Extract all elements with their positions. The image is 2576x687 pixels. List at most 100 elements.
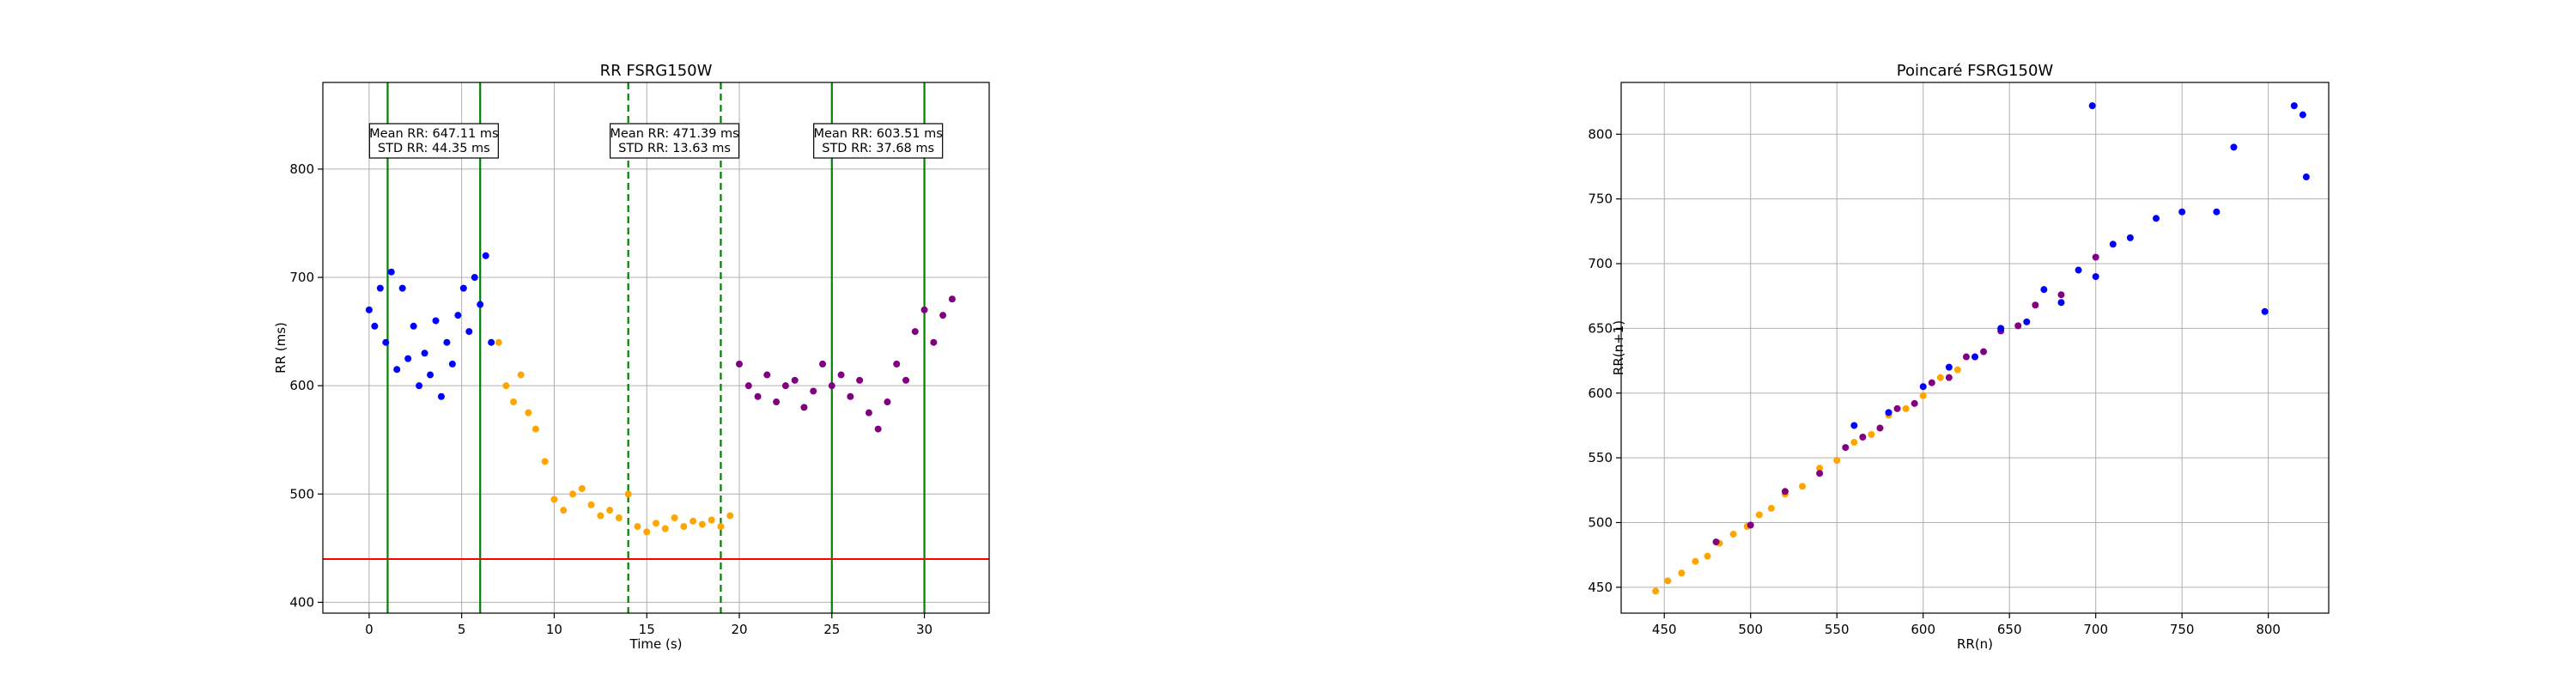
poincare-point <box>1712 538 1720 546</box>
rr-point <box>690 517 697 525</box>
rr-point <box>495 338 502 346</box>
rr-y-tick-label: 600 <box>289 378 314 393</box>
rr-point <box>939 312 947 319</box>
rr-point <box>421 350 428 357</box>
rr-annotation-std: STD RR: 44.35 ms <box>378 142 490 155</box>
rr-point <box>856 376 864 384</box>
poincare-y-axis-label: RR(n+1) <box>1611 320 1626 375</box>
rr-point <box>819 360 826 368</box>
rr-point <box>502 382 510 390</box>
poincare-point <box>2213 208 2221 216</box>
poincare-point <box>1962 353 1970 361</box>
poincare-x-tick-label: 700 <box>2083 622 2108 637</box>
poincare-point <box>1928 379 1935 386</box>
poincare-x-tick-label: 450 <box>1652 622 1677 637</box>
rr-y-ticks: 400 500 600 700 800 <box>289 161 323 610</box>
poincare-point <box>2057 299 2065 307</box>
poincare-point <box>1692 557 1699 565</box>
rr-y-tick-label: 400 <box>289 594 314 610</box>
poincare-point <box>1833 457 1841 465</box>
poincare-x-ticks: 450 500 550 600 650 700 750 800 <box>1652 613 2281 637</box>
rr-point <box>465 328 473 336</box>
rr-annotation-frame <box>813 123 944 159</box>
poincare-x-tick-label: 600 <box>1911 622 1935 637</box>
rr-point <box>634 523 641 531</box>
rr-point <box>510 398 518 406</box>
poincare-point <box>1664 577 1672 585</box>
rr-point <box>847 392 854 400</box>
poincare-point <box>2178 208 2186 216</box>
poincare-point <box>1767 504 1775 512</box>
poincare-chart: 450 500 550 600 650 700 750 800 450 500 550 600 650… <box>1588 62 2330 652</box>
rr-annotation-mean: Mean RR: 647.11 ms <box>369 127 498 141</box>
poincare-point <box>1980 348 1988 356</box>
rr-point <box>865 409 872 416</box>
poincare-point <box>2290 102 2298 110</box>
poincare-point <box>1876 424 1884 432</box>
poincare-point <box>2088 102 2096 110</box>
rr-plot-background <box>323 82 989 613</box>
poincare-point <box>1902 404 1910 412</box>
rr-point <box>365 306 373 313</box>
poincare-point <box>2299 111 2306 119</box>
poincare-y-tick-label: 800 <box>1588 126 1613 142</box>
poincare-point <box>1747 521 1754 529</box>
rr-point <box>382 338 390 346</box>
poincare-x-tick-label: 500 <box>1738 622 1763 637</box>
rr-point <box>902 376 909 384</box>
rr-point <box>578 484 586 492</box>
rr-points <box>365 252 956 536</box>
rr-y-tick-label: 800 <box>289 161 314 177</box>
poincare-y-tick-label: 500 <box>1588 514 1613 530</box>
poincare-point <box>1971 353 1978 361</box>
poincare-points <box>1652 102 2310 595</box>
poincare-point <box>1911 399 1918 407</box>
poincare-point <box>1799 483 1807 490</box>
poincare-point <box>2057 291 2065 299</box>
poincare-plot-background <box>1621 82 2329 613</box>
poincare-y-tick-label: 700 <box>1588 256 1613 271</box>
rr-point <box>477 301 484 308</box>
poincare-point <box>2092 253 2099 261</box>
rr-point <box>893 360 901 368</box>
rr-point <box>597 512 605 520</box>
poincare-point <box>2261 307 2269 315</box>
poincare-plot-frame <box>1620 82 2330 614</box>
rr-point <box>371 322 379 330</box>
poincare-point <box>1816 470 1824 477</box>
rr-point <box>624 490 632 498</box>
rr-x-tick-label: 25 <box>823 622 840 637</box>
rr-point <box>569 490 576 498</box>
rr-point <box>828 382 835 390</box>
rr-point <box>680 523 688 531</box>
rr-point <box>606 507 614 514</box>
rr-x-tick-label: 0 <box>365 622 374 637</box>
rr-point <box>393 366 401 374</box>
rr-point <box>587 501 595 508</box>
rr-point <box>550 495 558 503</box>
poincare-y-tick-label: 600 <box>1588 386 1613 401</box>
rr-point <box>800 404 808 411</box>
rr-point <box>791 376 799 384</box>
rr-point <box>948 295 956 303</box>
rr-point <box>376 284 384 292</box>
rr-point <box>517 371 525 379</box>
rr-point <box>410 322 417 330</box>
poincare-point <box>1816 465 1824 472</box>
rr-point <box>754 392 762 400</box>
rr-point <box>432 317 440 325</box>
poincare-point <box>1893 404 1901 412</box>
rr-point <box>416 382 423 390</box>
poincare-point <box>2092 273 2099 281</box>
poincare-x-tick-label: 650 <box>1997 622 2022 637</box>
poincare-chart-title: Poincaré FSRG150W <box>1897 62 2054 80</box>
rr-annotation-mean: Mean RR: 471.39 ms <box>610 127 738 141</box>
poincare-point <box>1945 363 1953 371</box>
poincare-point <box>2032 301 2039 309</box>
rr-chart-title: RR FSRG150W <box>600 62 713 80</box>
rr-point <box>448 360 456 368</box>
poincare-point <box>1781 488 1789 495</box>
rr-point <box>615 514 623 522</box>
